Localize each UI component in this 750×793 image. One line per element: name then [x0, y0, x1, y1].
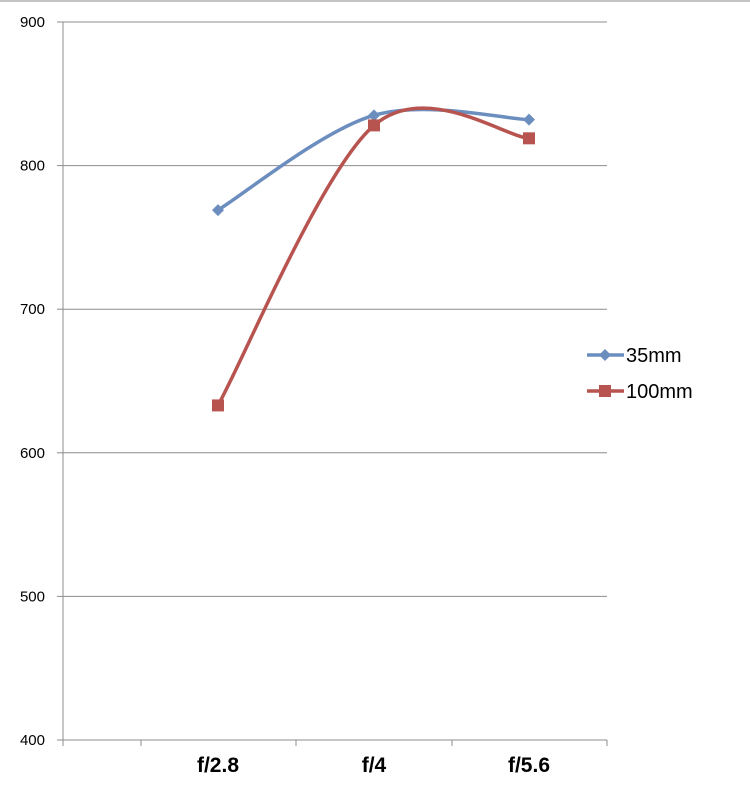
series-line: [216, 106, 531, 408]
y-tick-label: 800: [20, 158, 45, 175]
y-tick-label: 500: [20, 588, 45, 605]
legend: 35mm 100mm: [587, 345, 693, 403]
legend-marker: [599, 349, 611, 361]
axes: [57, 21, 608, 746]
series: [212, 106, 535, 412]
data-point-marker: [212, 399, 224, 412]
y-tick-label: 400: [20, 732, 45, 749]
x-axis-ticks: f/2.8 f/4 f/5.6: [197, 754, 550, 777]
data-point-marker: [368, 109, 380, 122]
data-point-marker: [368, 119, 380, 132]
gridlines: [63, 21, 607, 597]
legend-label: 35mm: [626, 345, 682, 367]
x-tick-label: f/4: [362, 754, 387, 777]
y-tick-label: 900: [20, 14, 45, 31]
data-point-marker: [212, 204, 224, 217]
x-tick-label: f/2.8: [197, 754, 239, 777]
legend-marker: [599, 385, 611, 397]
y-tick-label: 700: [20, 301, 45, 318]
data-point-marker: [523, 132, 535, 145]
data-point-marker: [523, 113, 535, 126]
x-tick-label: f/5.6: [508, 754, 550, 777]
y-tick-label: 600: [20, 445, 45, 462]
legend-label: 100mm: [626, 381, 693, 403]
y-axis-ticks: 400 500 600 700 800 900: [20, 14, 45, 749]
